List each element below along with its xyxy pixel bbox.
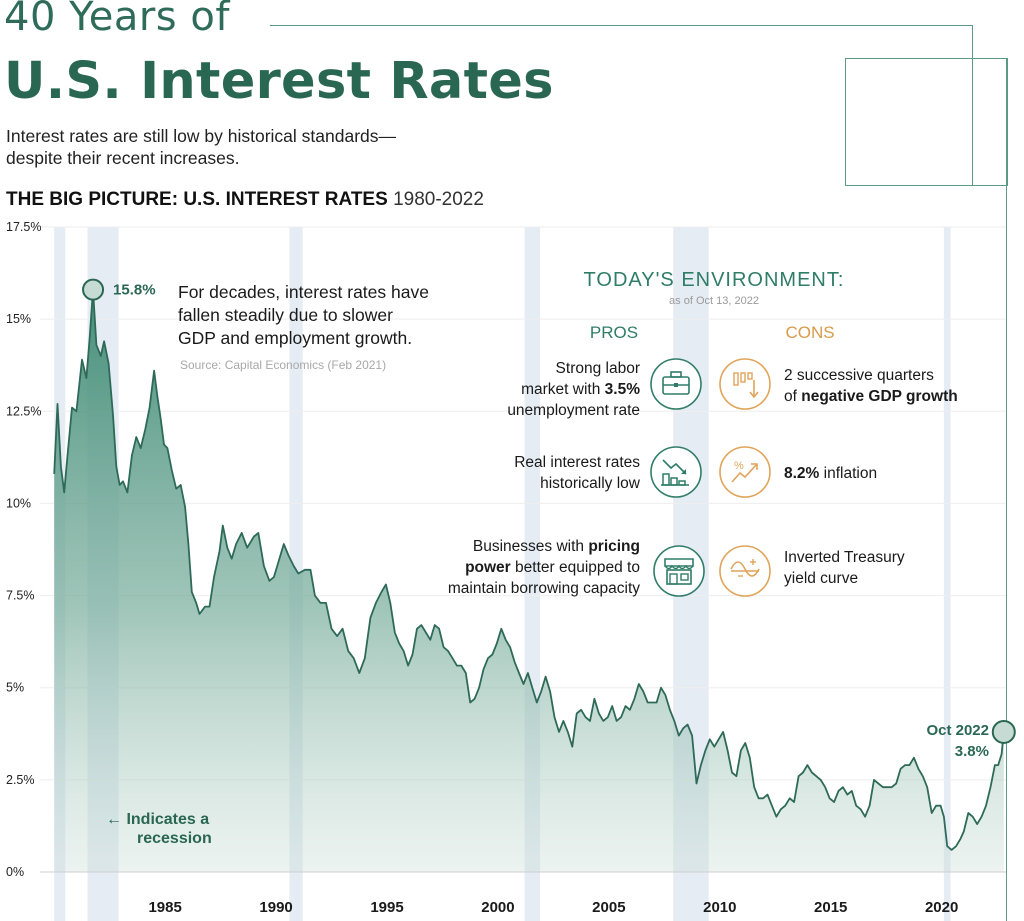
x-tick-label: 1995 [370,899,403,916]
x-tick-label: 1985 [148,899,181,916]
end-value-label: 3.8% [955,743,989,760]
recession-legend-line-1: ← Indicates a [106,811,209,828]
x-tick-label: 2015 [814,899,847,916]
con-text-yield-curve: Inverted Treasury yield curve [784,549,905,587]
y-tick-label: 10% [6,496,31,510]
y-tick-label: 2.5% [6,773,35,787]
recession-band [943,227,951,921]
note-line-1: For decades, interest rates have [178,282,429,302]
pro-text-real-rates: Real interest rates historically low [514,454,641,492]
x-tick-label: 2005 [592,899,625,916]
y-tick-label: 0% [6,865,24,879]
recession-legend-line-2: recession [137,830,212,847]
peak-label: 15.8% [113,282,156,299]
frame-right-vertical-line [1006,58,1008,921]
note-line-3: GDP and employment growth. [178,328,412,348]
subtitle: Interest rates are still low by historic… [6,126,397,168]
end-marker [991,719,1016,744]
title-bold: U.S. Interest Rates [4,52,554,111]
pro-text-labor: Strong labor market with 3.5% unemployment… [507,360,640,419]
con-text-inflation: 8.2% inflation [784,465,877,482]
y-tick-label: 17.5% [6,220,41,234]
chart-section-years: 1980-2022 [393,189,484,210]
pro-text-pricing-power: Businesses with pricing power better equi… [448,538,640,597]
y-tick-label: 7.5% [6,589,35,603]
rate-line [53,288,1005,851]
environment-date: as of Oct 13, 2022 [669,295,759,307]
todays-environment-panel: TODAY'S ENVIRONMENT: as of Oct 13, 2022 … [448,269,958,597]
title-light: 40 Years of [4,0,230,40]
con-text-gdp: 2 successive quarters of negative GDP gro… [784,367,958,405]
chart-section-heading: THE BIG PICTURE: U.S. INTEREST RATES 198… [6,189,484,211]
y-tick-label: 15% [6,312,31,326]
falling-chart-icon [650,446,702,498]
cons-heading: CONS [785,323,834,342]
x-tick-label: 2020 [925,899,958,916]
peak-marker [82,278,105,301]
y-tick-label: 5% [6,681,24,695]
frame-right-line [972,25,974,186]
inverted-curve-icon [719,545,771,597]
pros-heading: PROS [590,323,638,342]
storefront-icon [653,545,705,597]
briefcase-icon [650,358,702,410]
chart-section-label: THE BIG PICTURE: U.S. INTEREST RATES [6,189,388,210]
end-date-label: Oct 2022 [926,722,989,739]
frame-top-line [270,25,973,27]
frame-decorative-box [845,58,1008,186]
y-tick-label: 12.5% [6,404,41,418]
interest-rate-chart: 0% 2.5% 5% 7.5% 10% 12.5% 15% 17.5% 1985 1990 1995… [6,220,1016,921]
note-line-2: fallen steadily due to slower [178,305,393,325]
x-tick-label: 2010 [703,899,736,916]
rising-percent-icon: % [719,446,771,498]
rate-area [54,289,1004,872]
x-tick-label: 1990 [259,899,292,916]
environment-title: TODAY'S ENVIRONMENT: [584,269,845,291]
declining-bars-icon [719,358,771,410]
x-tick-label: 2000 [481,899,514,916]
source-note: Source: Capital Economics (Feb 2021) [180,358,386,372]
svg-text:%: % [734,460,744,472]
